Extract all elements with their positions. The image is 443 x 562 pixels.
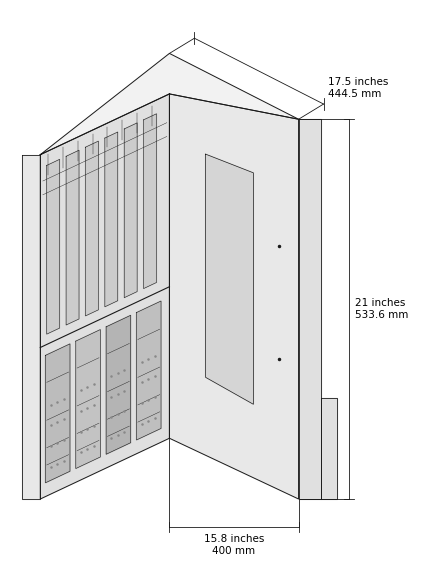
Polygon shape	[76, 329, 100, 469]
Text: 15.8 inches
400 mm: 15.8 inches 400 mm	[204, 534, 264, 556]
Polygon shape	[40, 53, 299, 155]
Polygon shape	[169, 94, 299, 499]
Polygon shape	[47, 160, 60, 334]
Polygon shape	[40, 94, 169, 499]
Polygon shape	[124, 123, 137, 298]
Polygon shape	[22, 155, 40, 499]
Polygon shape	[66, 150, 79, 325]
Polygon shape	[46, 344, 70, 483]
Polygon shape	[136, 301, 161, 440]
Polygon shape	[85, 141, 98, 316]
Polygon shape	[105, 132, 118, 307]
Polygon shape	[144, 114, 156, 288]
Polygon shape	[106, 315, 131, 454]
Text: 17.5 inches
444.5 mm: 17.5 inches 444.5 mm	[328, 78, 388, 99]
Polygon shape	[299, 119, 322, 499]
Polygon shape	[206, 154, 253, 404]
Text: 21 inches
533.6 mm: 21 inches 533.6 mm	[355, 298, 408, 320]
Polygon shape	[322, 398, 337, 499]
